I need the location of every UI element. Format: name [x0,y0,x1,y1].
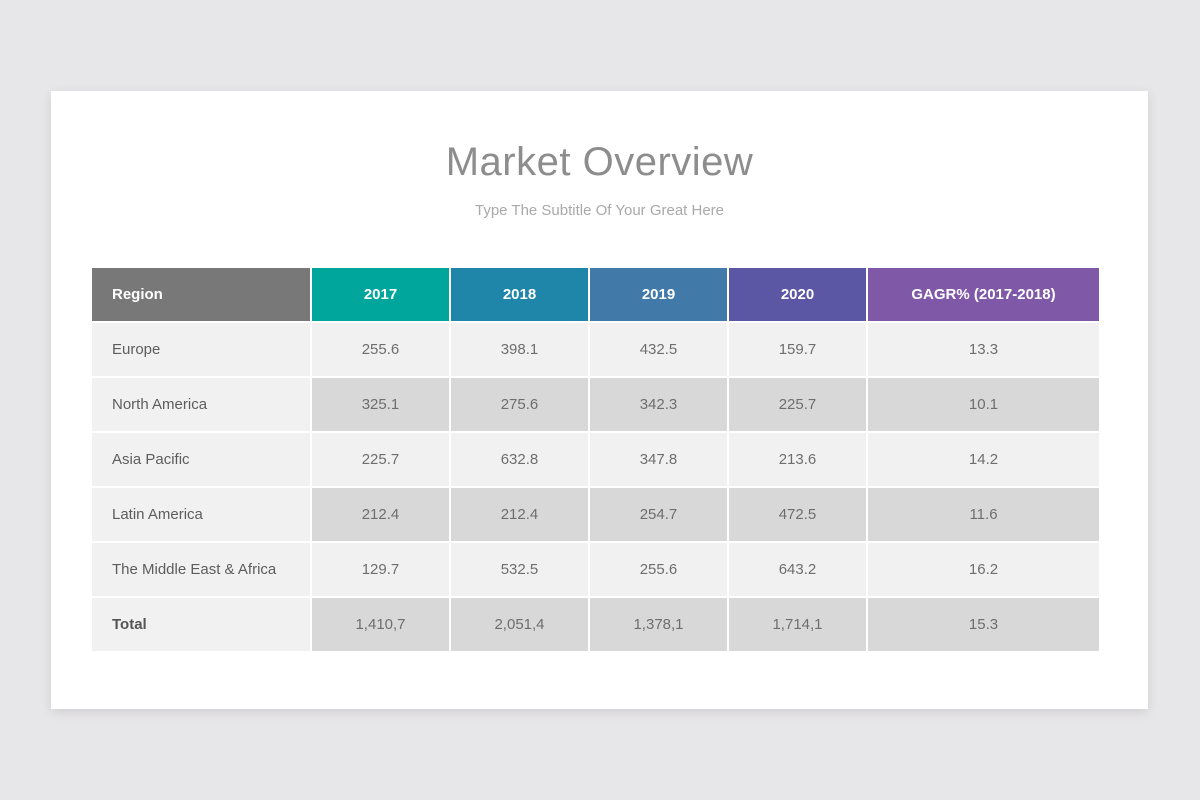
table-row-latin-america: Latin America 212.4 212.4 254.7 472.5 11… [92,488,1099,541]
market-table-container: Region 2017 2018 2019 2020 GAGR% (2017-2… [90,266,1101,653]
column-header-region: Region [92,268,310,321]
table-row-total: Total 1,410,7 2,051,4 1,378,1 1,714,1 15… [92,598,1099,651]
cell-value: 398.1 [451,323,588,376]
cell-value: 11.6 [868,488,1099,541]
cell-value: 472.5 [729,488,866,541]
page-subtitle: Type The Subtitle Of Your Great Here [474,202,725,219]
cell-value: 347.8 [590,433,727,486]
column-header-gagr: GAGR% (2017-2018) [868,268,1099,321]
region-label: Asia Pacific [92,433,310,486]
cell-value: 325.1 [312,378,449,431]
cell-value: 13.3 [868,323,1099,376]
cell-value: 432.5 [590,323,727,376]
cell-value: 15.3 [868,598,1099,651]
cell-value: 342.3 [590,378,727,431]
cell-value: 213.6 [729,433,866,486]
cell-value: 225.7 [312,433,449,486]
cell-value: 255.6 [312,323,449,376]
table-row-middle-east-africa: The Middle East & Africa 129.7 532.5 255… [92,543,1099,596]
table-row-north-america: North America 325.1 275.6 342.3 225.7 10… [92,378,1099,431]
cell-value: 2,051,4 [451,598,588,651]
total-label: Total [92,598,310,651]
market-table: Region 2017 2018 2019 2020 GAGR% (2017-2… [90,266,1101,653]
column-header-2017: 2017 [312,268,449,321]
cell-value: 10.1 [868,378,1099,431]
cell-value: 254.7 [590,488,727,541]
column-header-2020: 2020 [729,268,866,321]
column-header-2019: 2019 [590,268,727,321]
cell-value: 212.4 [312,488,449,541]
region-label: Europe [92,323,310,376]
cell-value: 643.2 [729,543,866,596]
cell-value: 1,410,7 [312,598,449,651]
cell-value: 14.2 [868,433,1099,486]
cell-value: 275.6 [451,378,588,431]
cell-value: 532.5 [451,543,588,596]
cell-value: 225.7 [729,378,866,431]
cell-value: 212.4 [451,488,588,541]
cell-value: 16.2 [868,543,1099,596]
cell-value: 1,378,1 [590,598,727,651]
slide-card: Market Overview Type The Subtitle Of You… [51,91,1148,709]
region-label: The Middle East & Africa [92,543,310,596]
table-row-europe: Europe 255.6 398.1 432.5 159.7 13.3 [92,323,1099,376]
page-title: Market Overview [445,140,754,184]
column-header-2018: 2018 [451,268,588,321]
region-label: Latin America [92,488,310,541]
header-row: Region 2017 2018 2019 2020 GAGR% (2017-2… [92,268,1099,321]
cell-value: 159.7 [729,323,866,376]
cell-value: 255.6 [590,543,727,596]
region-label: North America [92,378,310,431]
cell-value: 1,714,1 [729,598,866,651]
cell-value: 129.7 [312,543,449,596]
table-row-asia-pacific: Asia Pacific 225.7 632.8 347.8 213.6 14.… [92,433,1099,486]
cell-value: 632.8 [451,433,588,486]
